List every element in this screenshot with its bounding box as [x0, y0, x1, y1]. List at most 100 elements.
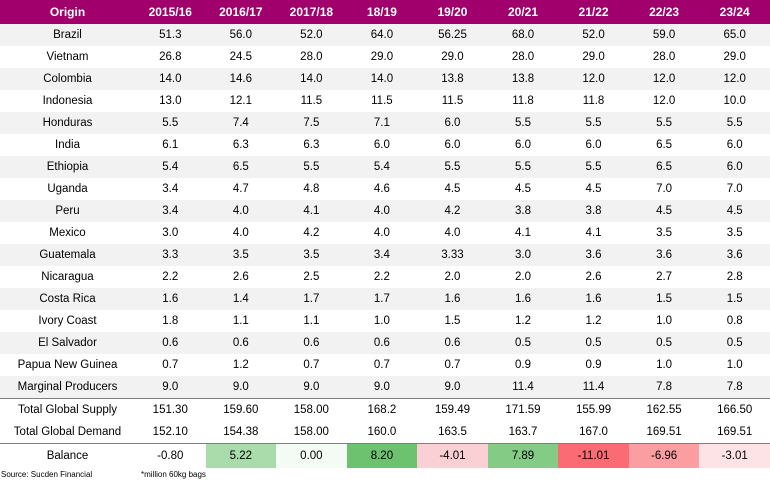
value-cell: 11.5: [371, 95, 393, 107]
value-cell: 9.0: [346, 376, 418, 399]
column-header-year: 21/22: [558, 0, 629, 24]
value-cell: 4.5: [444, 183, 461, 195]
balance-value-cell: -3.01: [699, 443, 770, 468]
value-cell: 2.8: [726, 271, 743, 283]
origin-cell: Indonesia: [42, 95, 93, 107]
balance-value-cell: 0.00: [276, 443, 347, 468]
value-cell: 1.2: [585, 315, 602, 327]
column-header-year: 23/24: [699, 0, 770, 24]
column-header-year: 19/20: [417, 0, 488, 24]
value-cell: 1.7: [346, 288, 418, 310]
value-cell: 2.2: [373, 271, 390, 283]
value-cell: 5.4: [135, 156, 206, 178]
value-cell: 2.6: [585, 271, 602, 283]
value-cell: 1.1: [232, 315, 249, 327]
value-cell: 11.4: [558, 376, 629, 399]
value-cell: 1.2: [232, 359, 249, 371]
origin-cell: Uganda: [47, 183, 88, 195]
table-row: Papua New Guinea 0.7 1.2 0.7 0.7 0.7 0.9 0.9 1.0…: [0, 354, 770, 376]
value-cell: 0.9: [515, 359, 531, 371]
value-cell: 2.2: [162, 271, 179, 283]
value-cell: 1.7: [276, 288, 347, 310]
value-cell: 7.0: [726, 183, 743, 195]
origin-cell: Ivory Coast: [38, 315, 97, 327]
value-cell: 3.6: [558, 244, 629, 266]
balance-value-cell: -0.80: [135, 443, 206, 468]
value-cell: 11.5: [441, 95, 464, 107]
value-cell: 4.1: [585, 227, 602, 239]
value-cell: 6.5: [205, 156, 277, 178]
column-header-year: 2015/16: [135, 0, 206, 24]
value-cell: 6.5: [656, 139, 673, 151]
value-cell: 6.0: [373, 139, 390, 151]
value-cell: 13.0: [159, 95, 182, 107]
value-cell: 5.5: [487, 156, 559, 178]
total-value-cell: 167.0: [558, 421, 629, 444]
origin-cell: Vietnam: [46, 51, 89, 63]
value-cell: 3.4: [346, 244, 418, 266]
value-cell: 0.6: [417, 332, 488, 354]
value-cell: 13.8: [487, 68, 559, 90]
origin-cell: Mexico: [49, 227, 86, 239]
value-cell: 7.1: [346, 112, 418, 134]
value-cell: 5.5: [699, 112, 770, 134]
value-cell: 1.6: [487, 288, 559, 310]
value-cell: 5.5: [558, 112, 629, 134]
value-cell: 6.0: [699, 156, 770, 178]
value-cell: 4.0: [373, 227, 390, 239]
value-cell: 56.0: [205, 24, 277, 46]
value-cell: 5.5: [487, 112, 559, 134]
table-row: Indonesia 13.0 12.1 11.5 11.5 11.5 11.8 11.8 12.…: [0, 90, 770, 112]
origin-cell: Papua New Guinea: [17, 359, 118, 371]
column-header-year: 2016/17: [205, 0, 277, 24]
value-cell: 1.6: [135, 288, 206, 310]
origin-cell: Guatemala: [0, 244, 135, 266]
total-value-cell: 169.51: [628, 421, 700, 444]
table-row: Guatemala 3.3 3.5 3.5 3.4 3.33 3.0 3.6 3.6 3.6: [0, 244, 770, 266]
table-row: Uganda 3.4 4.7 4.8 4.6 4.5 4.5 4.5 7.0 7.0: [0, 178, 770, 200]
table-row: Mexico 3.0 4.0 4.2 4.0 4.0 4.1 4.1 3.5 3.5: [0, 222, 770, 244]
origin-cell: Ethiopia: [0, 156, 135, 178]
total-value-cell: 158.00: [276, 421, 347, 444]
balance-value-cell: 8.20: [346, 443, 418, 468]
value-cell: 1.0: [373, 315, 390, 327]
value-cell: 7.0: [656, 183, 673, 195]
total-value-cell: 169.51: [699, 421, 770, 444]
table-row: Ivory Coast 1.8 1.1 1.1 1.0 1.5 1.2 1.2 1.0 0.8: [0, 310, 770, 332]
value-cell: 3.0: [487, 244, 559, 266]
value-cell: 4.7: [232, 183, 249, 195]
value-cell: 28.0: [300, 51, 323, 63]
value-cell: 7.8: [628, 376, 700, 399]
value-cell: 52.0: [276, 24, 347, 46]
value-cell: 6.3: [232, 139, 249, 151]
value-cell: 12.0: [652, 95, 676, 107]
value-cell: 0.7: [162, 359, 179, 371]
value-cell: 3.4: [162, 183, 179, 195]
value-cell: 3.4: [135, 200, 206, 222]
table-row: Ethiopia 5.4 6.5 5.5 5.4 5.5 5.5 5.5 6.5 6.0: [0, 156, 770, 178]
value-cell: 4.5: [699, 200, 770, 222]
origin-cell: India: [55, 139, 80, 151]
value-cell: 1.2: [515, 315, 531, 327]
value-cell: 11.8: [582, 95, 605, 107]
total-label-cell: Total Global Supply: [0, 398, 135, 421]
value-cell: 24.5: [229, 51, 253, 63]
value-cell: 4.5: [628, 200, 700, 222]
balance-value-cell: -6.96: [628, 443, 700, 468]
source-note: Source: Sucden Financial: [1, 470, 93, 479]
total-value-cell: 159.49: [417, 398, 488, 421]
value-cell: 5.5: [558, 156, 629, 178]
value-cell: 28.0: [652, 51, 676, 63]
value-cell: 0.6: [346, 332, 418, 354]
value-cell: 1.1: [303, 315, 320, 327]
balance-value-cell: -11.01: [558, 443, 629, 468]
value-cell: 5.5: [276, 156, 347, 178]
value-cell: 3.8: [487, 200, 559, 222]
value-cell: 26.8: [159, 51, 182, 63]
column-header-year: 2017/18: [276, 0, 347, 24]
value-cell: 3.8: [558, 200, 629, 222]
table-row: Colombia 14.0 14.6 14.0 14.0 13.8 13.8 12.0 12.0…: [0, 68, 770, 90]
value-cell: 29.0: [370, 51, 394, 63]
value-cell: 2.5: [303, 271, 320, 283]
balance-value-cell: 7.89: [487, 443, 559, 468]
